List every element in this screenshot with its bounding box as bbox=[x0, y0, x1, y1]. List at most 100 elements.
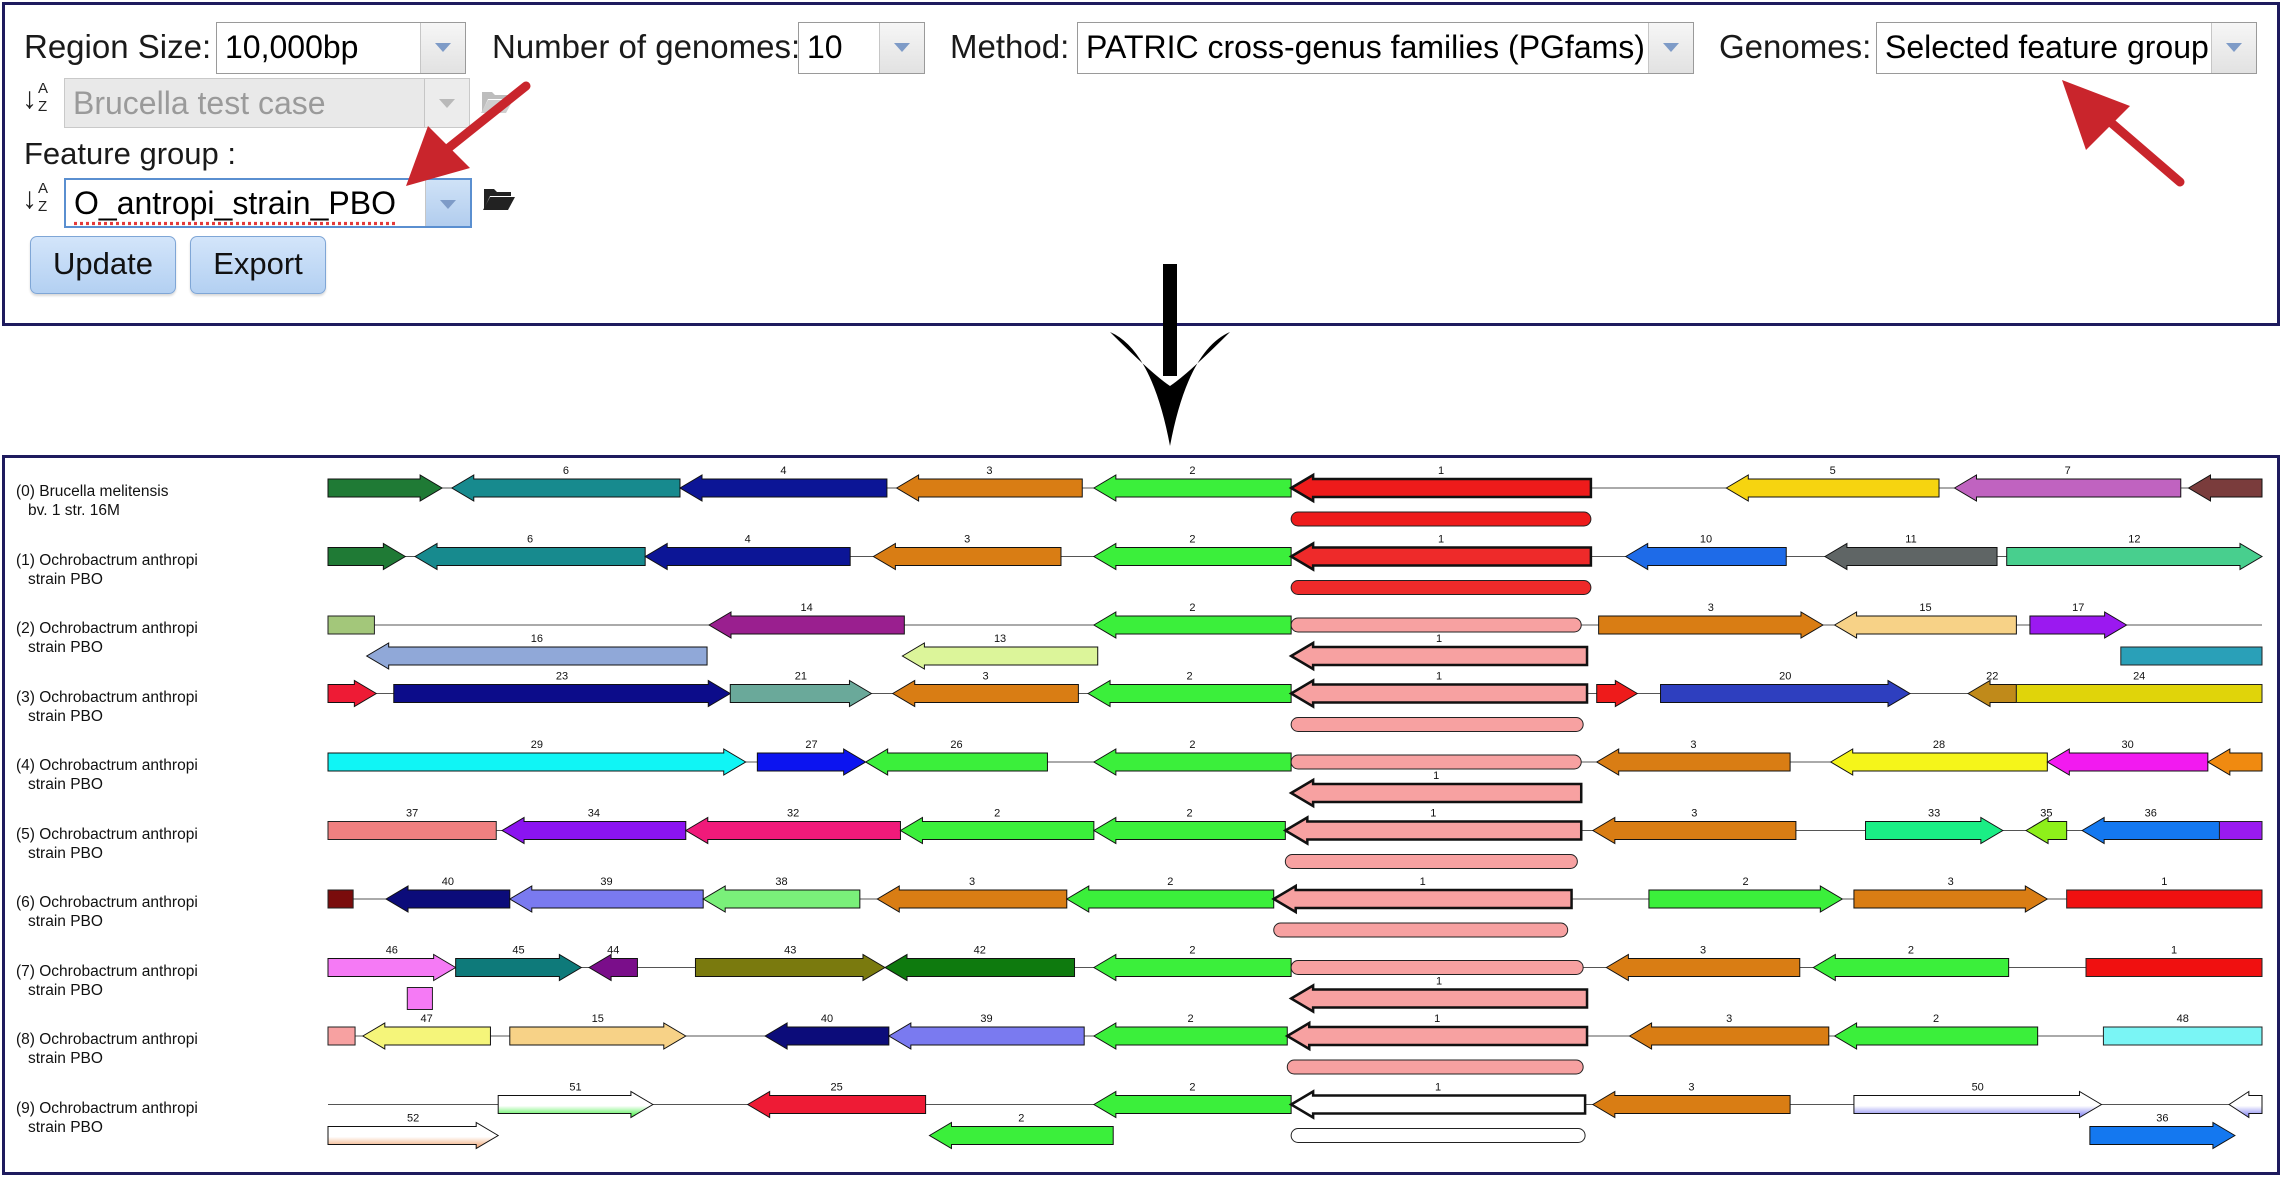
gene-feature[interactable] bbox=[1290, 511, 1592, 527]
chevron-down-icon[interactable] bbox=[425, 180, 470, 226]
gene-feature[interactable] bbox=[1865, 816, 2004, 845]
gene-feature[interactable] bbox=[1290, 960, 1584, 975]
chevron-down-icon[interactable] bbox=[879, 23, 924, 73]
gene-feature[interactable] bbox=[327, 821, 497, 840]
gene-feature[interactable] bbox=[1596, 679, 1639, 708]
gene-feature[interactable] bbox=[1288, 640, 1589, 672]
genomes-select[interactable]: Selected feature group bbox=[1876, 22, 2257, 74]
gene-feature[interactable] bbox=[1290, 580, 1592, 595]
gene-feature[interactable] bbox=[1624, 542, 1787, 571]
gene-feature[interactable] bbox=[327, 615, 375, 635]
gene-feature[interactable] bbox=[1853, 1090, 2103, 1119]
gene-feature[interactable] bbox=[327, 889, 354, 909]
gene-feature[interactable] bbox=[1660, 679, 1911, 708]
gene-feature[interactable] bbox=[588, 953, 638, 982]
gene-feature[interactable] bbox=[891, 679, 1079, 708]
gene-feature[interactable] bbox=[1648, 885, 1844, 913]
gene-feature[interactable] bbox=[2029, 611, 2128, 639]
gene-feature[interactable] bbox=[1092, 474, 1292, 502]
num-genomes-select[interactable]: 10 bbox=[798, 22, 925, 74]
gene-feature[interactable] bbox=[2025, 816, 2068, 845]
gene-feature[interactable] bbox=[1725, 474, 1940, 502]
gene-feature[interactable] bbox=[2187, 474, 2263, 502]
sort-az-icon[interactable]: ↓ A Z bbox=[22, 80, 49, 115]
gene-feature[interactable] bbox=[2228, 1090, 2263, 1119]
gene-feature[interactable] bbox=[1288, 472, 1593, 504]
gene-feature[interactable] bbox=[1290, 754, 1582, 770]
gene-feature[interactable] bbox=[1288, 541, 1593, 572]
gene-feature[interactable] bbox=[2006, 542, 2263, 571]
gene-feature[interactable] bbox=[1628, 1022, 1830, 1050]
folder-open-icon[interactable] bbox=[482, 183, 516, 213]
gene-feature[interactable] bbox=[884, 953, 1076, 982]
gene-feature[interactable] bbox=[694, 953, 886, 982]
update-button[interactable]: Update bbox=[30, 236, 176, 294]
gene-feature[interactable] bbox=[702, 885, 861, 913]
gene-feature[interactable] bbox=[756, 748, 867, 776]
gene-feature[interactable] bbox=[1967, 679, 2017, 708]
gene-feature[interactable] bbox=[864, 748, 1048, 776]
gene-feature[interactable] bbox=[385, 885, 511, 913]
gene-feature[interactable] bbox=[2085, 958, 2263, 977]
gene-feature[interactable] bbox=[901, 642, 1099, 670]
gene-feature[interactable] bbox=[327, 679, 378, 708]
gene-feature[interactable] bbox=[644, 542, 851, 571]
chevron-down-icon[interactable] bbox=[2211, 23, 2256, 73]
gene-feature[interactable] bbox=[1812, 953, 2010, 982]
gene-feature[interactable] bbox=[2015, 684, 2263, 703]
gene-feature[interactable] bbox=[1853, 885, 2049, 913]
gene-feature[interactable] bbox=[1273, 922, 1569, 938]
gene-feature[interactable] bbox=[899, 816, 1095, 845]
gene-feature[interactable] bbox=[2089, 1121, 2236, 1150]
gene-feature[interactable] bbox=[764, 1022, 890, 1050]
chevron-down-icon[interactable] bbox=[1648, 23, 1693, 73]
gene-feature[interactable] bbox=[729, 679, 873, 708]
gene-feature[interactable] bbox=[1092, 611, 1292, 639]
gene-feature[interactable] bbox=[1284, 854, 1578, 869]
gene-feature[interactable] bbox=[1271, 883, 1573, 915]
gene-feature[interactable] bbox=[1092, 748, 1292, 776]
gene-feature[interactable] bbox=[1286, 1059, 1584, 1075]
gene-feature[interactable] bbox=[1092, 1022, 1288, 1050]
sort-az-icon[interactable]: ↓ A Z bbox=[22, 180, 49, 215]
gene-feature[interactable] bbox=[1288, 983, 1589, 1014]
gene-feature[interactable] bbox=[1591, 816, 1797, 845]
gene-feature[interactable] bbox=[327, 1026, 356, 1046]
gene-feature[interactable] bbox=[2081, 816, 2220, 845]
gene-feature[interactable] bbox=[928, 1121, 1114, 1150]
gene-feature[interactable] bbox=[1092, 953, 1292, 982]
gene-feature[interactable] bbox=[872, 542, 1062, 571]
method-select[interactable]: PATRIC cross-genus families (PGfams) bbox=[1077, 22, 1694, 74]
gene-feature[interactable] bbox=[2046, 748, 2209, 776]
gene-feature[interactable] bbox=[508, 885, 704, 913]
gene-feature[interactable] bbox=[1595, 748, 1791, 776]
gene-feature[interactable] bbox=[746, 1090, 927, 1119]
gene-feature[interactable] bbox=[1282, 815, 1583, 846]
gene-feature[interactable] bbox=[365, 642, 708, 670]
gene-feature[interactable] bbox=[1829, 748, 2048, 776]
gene-feature[interactable] bbox=[414, 542, 646, 571]
gene-feature[interactable] bbox=[1092, 542, 1292, 571]
gene-feature[interactable] bbox=[327, 953, 457, 982]
gene-feature[interactable] bbox=[1605, 953, 1801, 982]
gene-feature[interactable] bbox=[327, 1121, 500, 1150]
gene-feature[interactable] bbox=[1833, 611, 2017, 639]
export-button[interactable]: Export bbox=[190, 236, 326, 294]
gene-feature[interactable] bbox=[1288, 1089, 1587, 1120]
gene-feature[interactable] bbox=[327, 542, 407, 571]
gene-feature[interactable] bbox=[1288, 777, 1583, 809]
gene-feature[interactable] bbox=[327, 748, 747, 776]
gene-feature[interactable] bbox=[708, 611, 905, 639]
gene-feature[interactable] bbox=[684, 816, 901, 845]
gene-feature[interactable] bbox=[2066, 889, 2263, 909]
gene-feature[interactable] bbox=[1953, 474, 2182, 502]
gene-feature[interactable] bbox=[1290, 1128, 1586, 1143]
gene-feature[interactable] bbox=[501, 816, 687, 845]
gene-feature[interactable] bbox=[1833, 1022, 2039, 1050]
gene-feature[interactable] bbox=[455, 953, 583, 982]
gene-feature[interactable] bbox=[2120, 646, 2263, 666]
gene-feature[interactable] bbox=[450, 474, 681, 502]
gene-feature[interactable] bbox=[2102, 1026, 2263, 1046]
gene-feature[interactable] bbox=[1823, 542, 1998, 571]
gene-feature[interactable] bbox=[1288, 678, 1589, 709]
